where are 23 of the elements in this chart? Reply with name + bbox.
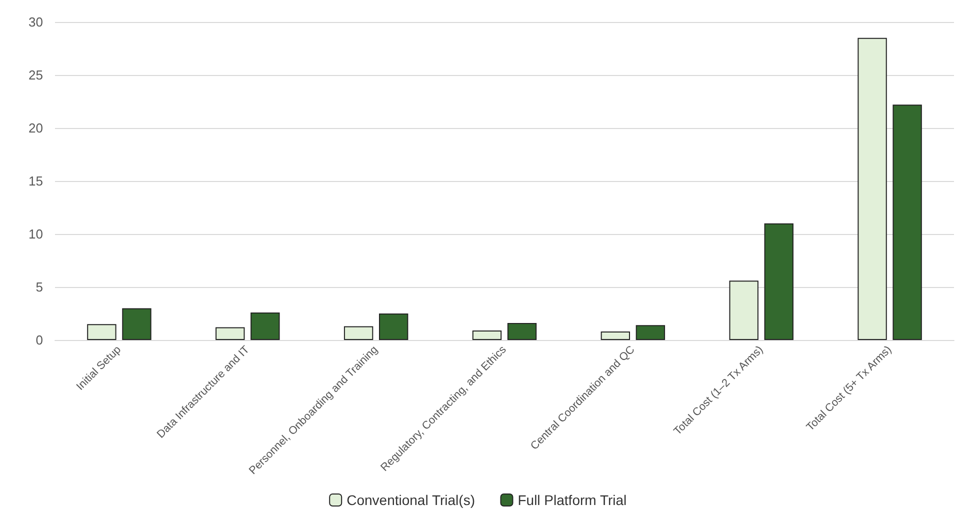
bar bbox=[122, 308, 152, 340]
bar bbox=[507, 323, 537, 340]
bar bbox=[636, 325, 666, 340]
legend-label: Conventional Trial(s) bbox=[346, 492, 475, 508]
bar bbox=[858, 38, 887, 340]
bar bbox=[729, 280, 758, 340]
bar bbox=[378, 314, 408, 340]
bar bbox=[600, 332, 630, 340]
bar bbox=[472, 330, 502, 340]
bar bbox=[892, 104, 922, 340]
y-tick-label: 10 bbox=[28, 226, 43, 242]
y-tick-label: 30 bbox=[28, 14, 43, 30]
bar bbox=[216, 327, 245, 340]
y-tick-label: 20 bbox=[28, 120, 43, 136]
legend-label: Full Platform Trial bbox=[518, 492, 627, 508]
bar bbox=[87, 324, 116, 340]
y-tick-label: 0 bbox=[36, 332, 43, 348]
bar bbox=[764, 223, 794, 340]
y-tick-label: 25 bbox=[28, 68, 43, 82]
y-tick-label: 15 bbox=[28, 174, 43, 188]
bar bbox=[344, 326, 374, 340]
bar bbox=[250, 312, 280, 340]
y-tick-label: 5 bbox=[36, 280, 43, 294]
